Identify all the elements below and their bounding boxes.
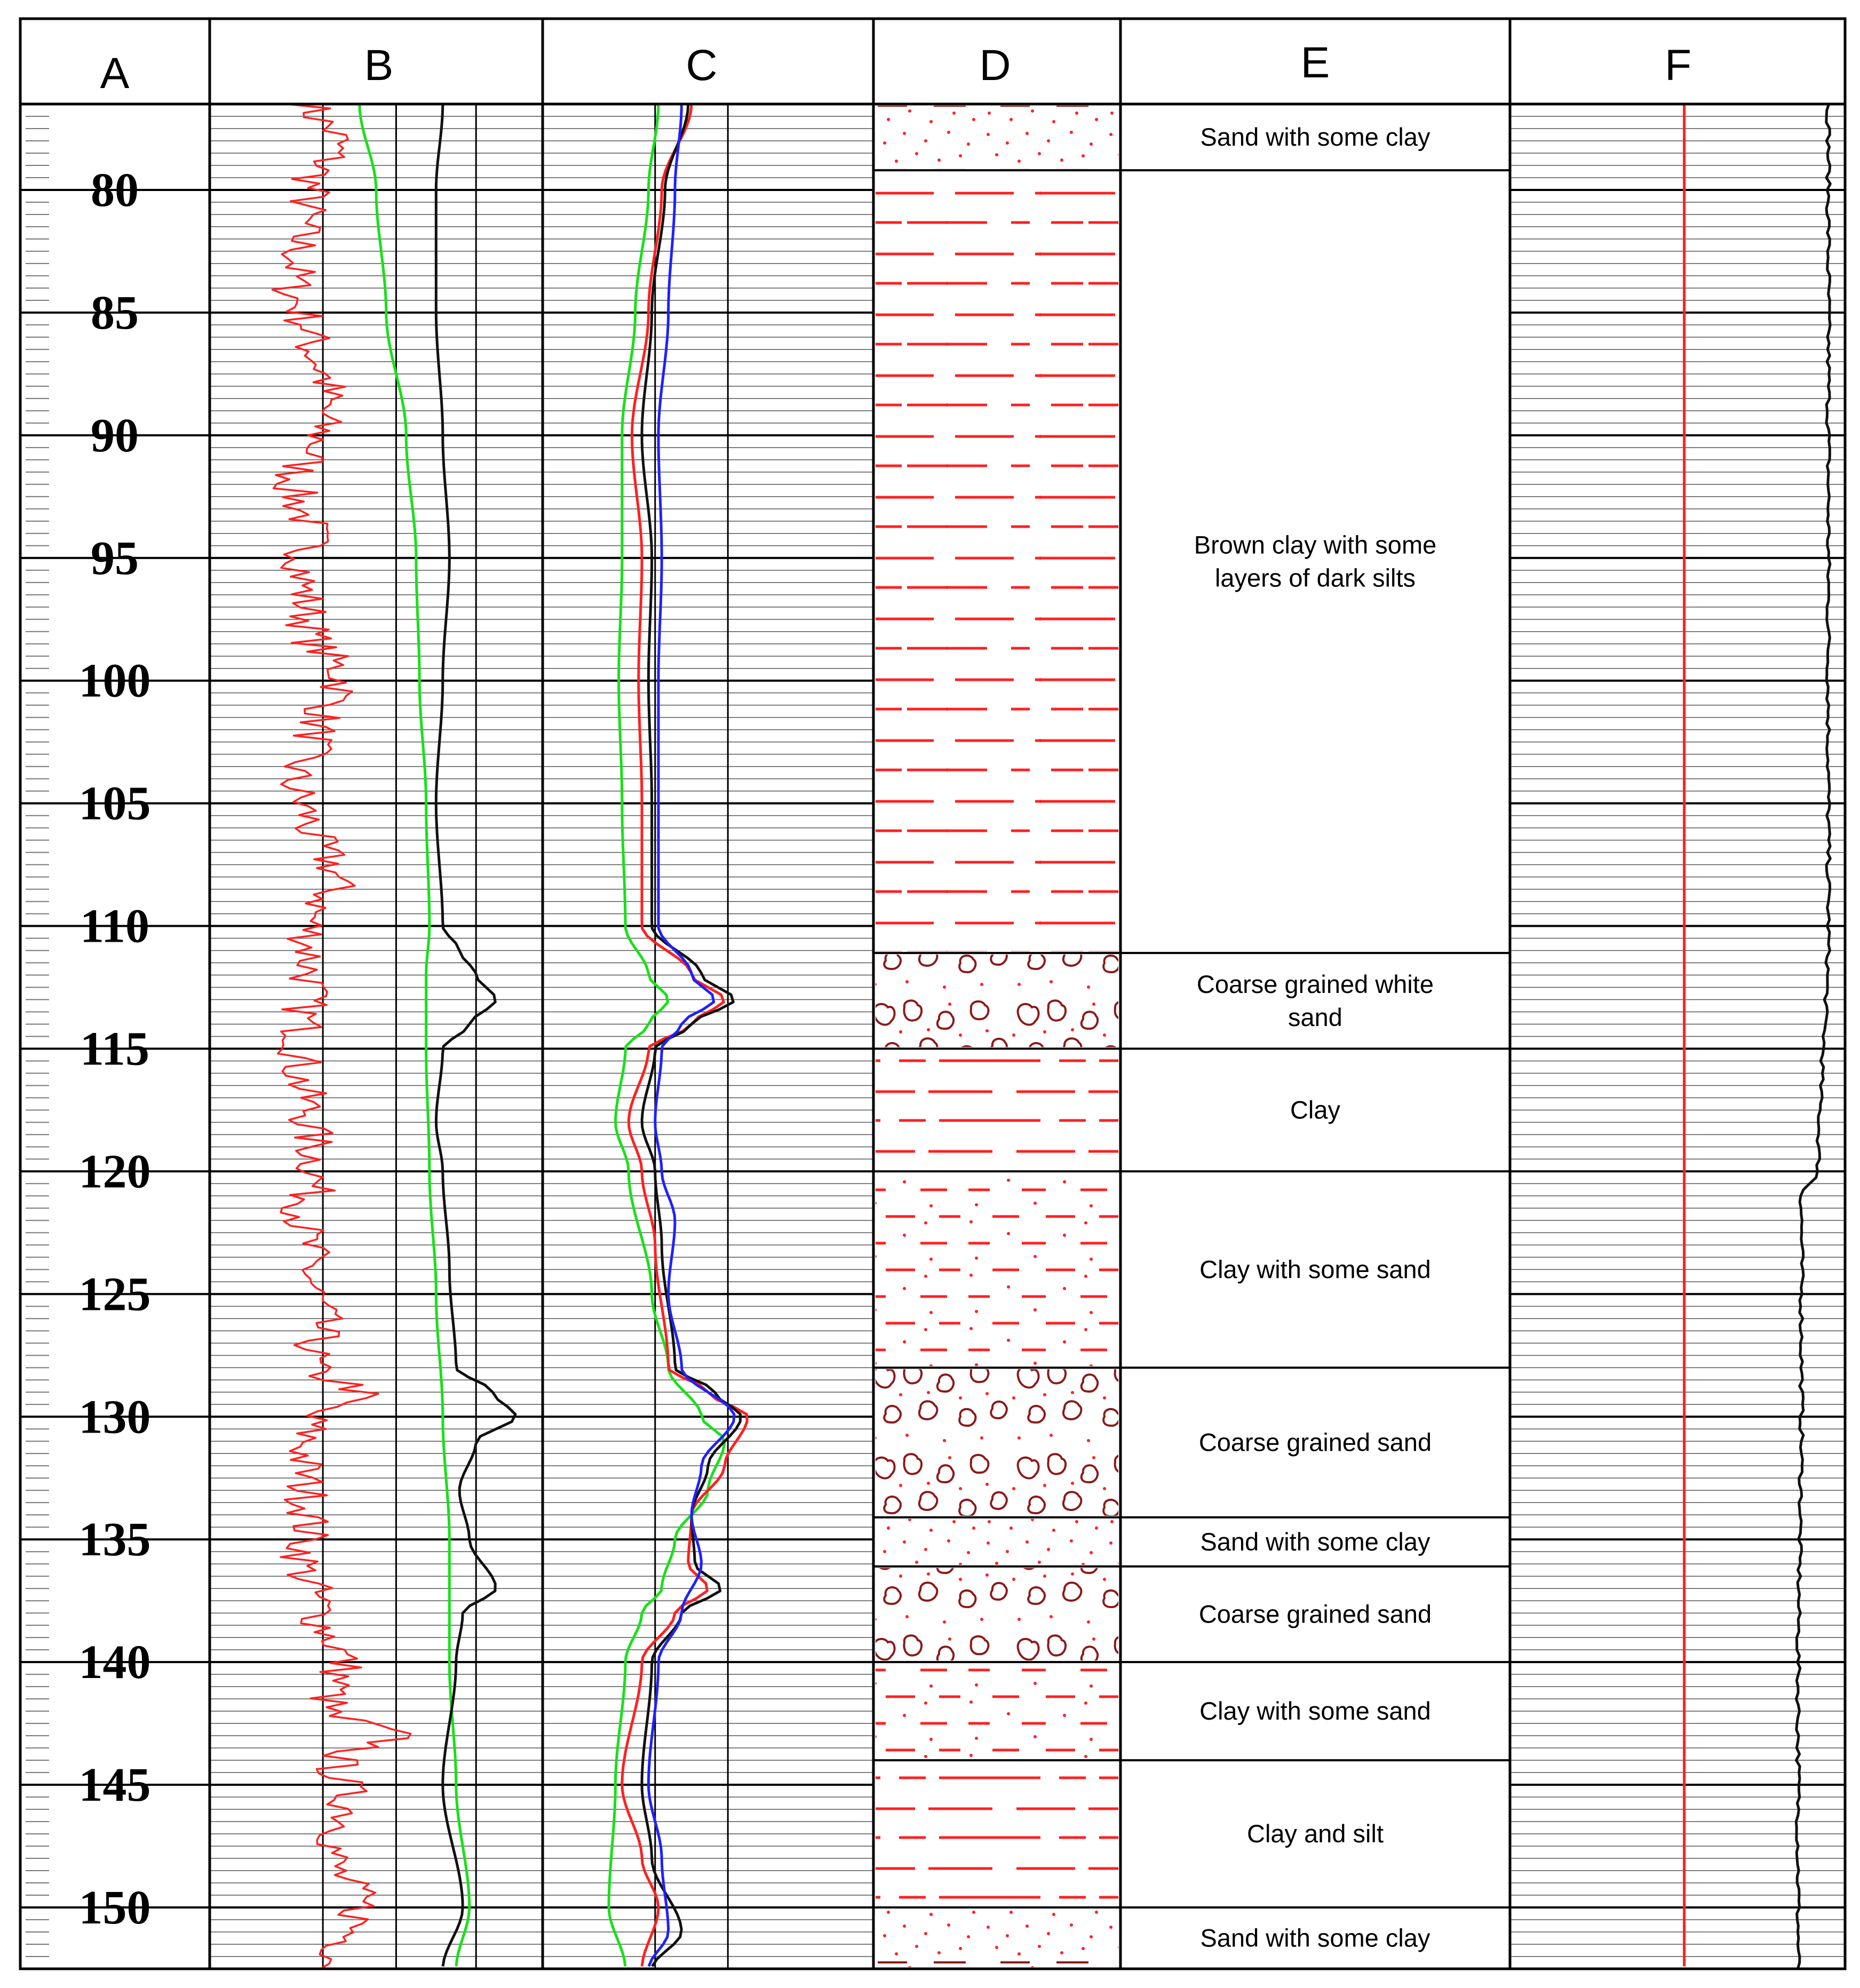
column-header-a: A bbox=[100, 49, 130, 98]
column-header-e: E bbox=[1301, 38, 1330, 87]
depth-label: 95 bbox=[91, 532, 139, 585]
lithology-label: Coarse grained sand bbox=[1199, 1428, 1432, 1457]
curve-b-red bbox=[271, 103, 412, 1969]
depth-label: 110 bbox=[80, 900, 149, 953]
column-header-c: C bbox=[686, 41, 717, 90]
curve-c-green bbox=[607, 104, 726, 1967]
lithology-label: Coarse grained white sand bbox=[1197, 970, 1434, 1031]
column-header-b: B bbox=[364, 41, 394, 90]
lithology-column: Sand with some clay Brown clay with some l… bbox=[873, 106, 1510, 1970]
lithology-label: Clay with some sand bbox=[1199, 1255, 1431, 1283]
lithology-fill-clay-sand bbox=[876, 1664, 1118, 1759]
depth-major-gridlines bbox=[20, 188, 1845, 1909]
curve-c-blue bbox=[647, 104, 736, 1967]
lithology-label: Sand with some clay bbox=[1200, 123, 1430, 151]
lithology-fill-clay-silt bbox=[876, 172, 1118, 952]
depth-label: 115 bbox=[80, 1022, 149, 1075]
depth-label: 125 bbox=[79, 1268, 151, 1321]
depth-label: 100 bbox=[79, 655, 151, 707]
depth-label: 140 bbox=[79, 1636, 151, 1689]
lithology-label: Clay and silt bbox=[1247, 1819, 1384, 1848]
lithology-fill-coarse-sand bbox=[876, 955, 1118, 1047]
outer-border bbox=[19, 17, 1847, 1970]
lithology-fill-clay-sand bbox=[876, 1173, 1118, 1366]
lithology-fill-coarse-sand bbox=[876, 1568, 1118, 1661]
column-header-f: F bbox=[1665, 41, 1691, 90]
column-header-d: D bbox=[979, 41, 1011, 90]
lithology-fill-sand-clay bbox=[876, 1909, 1118, 1967]
log-curves bbox=[271, 103, 1832, 1969]
depth-label: 105 bbox=[79, 777, 151, 830]
depth-label: 80 bbox=[91, 164, 139, 217]
lithology-fill-clay bbox=[876, 1050, 1118, 1170]
lithology-label: Sand with some clay bbox=[1200, 1528, 1430, 1556]
depth-label: 120 bbox=[79, 1145, 151, 1198]
depth-label: 130 bbox=[79, 1390, 151, 1443]
track-vertical-lines bbox=[322, 104, 729, 1969]
depth-label: 135 bbox=[79, 1513, 151, 1566]
curve-f-black bbox=[1794, 104, 1832, 1969]
lithology-label: Coarse grained sand bbox=[1199, 1600, 1432, 1628]
depth-label: 90 bbox=[91, 409, 139, 462]
lithology-label: Clay bbox=[1290, 1095, 1341, 1124]
lithology-fill-sand-clay bbox=[876, 106, 1118, 169]
log-frame bbox=[19, 17, 1847, 1970]
lithology-fill-coarse-sand bbox=[876, 1369, 1118, 1516]
depth-scale: 80 85 90 95 100 105 110 115 120 125 130 135 140 145 15… bbox=[79, 164, 151, 1934]
curve-b-green bbox=[358, 104, 471, 1967]
lithology-label: Sand with some clay bbox=[1200, 1924, 1430, 1952]
lithology-label: Clay with some sand bbox=[1199, 1697, 1431, 1725]
lithology-label: Brown clay with some layers of dark silts bbox=[1194, 531, 1437, 592]
depth-label: 150 bbox=[79, 1881, 151, 1934]
curve-c-black bbox=[640, 104, 742, 1967]
depth-label: 85 bbox=[91, 287, 139, 339]
lithology-fill-clay bbox=[876, 1762, 1118, 1906]
depth-label: 145 bbox=[79, 1759, 151, 1811]
curve-b-black bbox=[434, 104, 517, 1967]
lithology-fill-sand-clay bbox=[876, 1518, 1118, 1565]
